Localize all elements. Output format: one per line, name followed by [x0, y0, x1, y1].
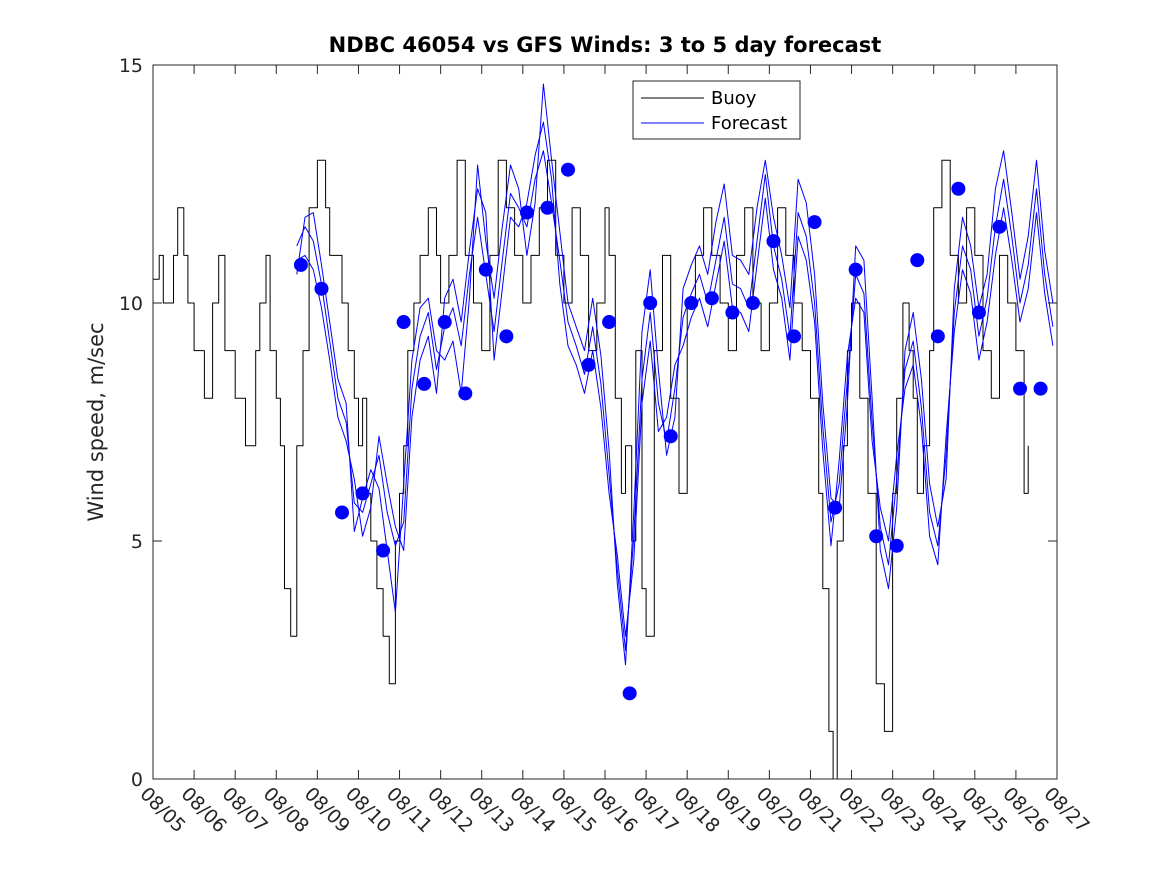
forecast-marker	[848, 262, 863, 277]
forecast-marker	[376, 543, 391, 558]
y-tick-label: 5	[131, 531, 143, 553]
marker-layer	[293, 162, 1048, 701]
forecast-marker	[622, 686, 637, 701]
chart-title: NDBC 46054 vs GFS Winds: 3 to 5 day fore…	[329, 33, 882, 57]
forecast-marker	[293, 257, 308, 272]
forecast-marker	[540, 200, 555, 215]
y-tick-label: 15	[119, 55, 143, 77]
forecast-marker	[971, 305, 986, 320]
legend-forecast-label: Forecast	[711, 113, 787, 134]
forecast-marker	[807, 215, 822, 230]
forecast-marker	[869, 529, 884, 544]
forecast-marker	[437, 315, 452, 330]
y-axis-label: Wind speed, m/sec	[84, 322, 108, 521]
forecast-marker	[930, 329, 945, 344]
plot-area	[153, 65, 1057, 779]
forecast-marker	[725, 305, 740, 320]
forecast-marker	[602, 315, 617, 330]
forecast-marker	[684, 296, 699, 310]
forecast-marker	[355, 486, 370, 501]
forecast-marker	[910, 253, 925, 268]
forecast-series-line-2	[296, 83, 1054, 666]
forecast-marker	[335, 505, 350, 520]
forecast-marker	[643, 296, 658, 310]
forecast-marker	[889, 538, 904, 553]
forecast-marker	[417, 376, 432, 391]
forecast-series-line-3	[296, 121, 1054, 637]
forecast-marker	[1013, 381, 1028, 396]
forecast-marker	[745, 296, 760, 310]
forecast-marker	[458, 386, 473, 401]
forecast-marker	[992, 219, 1007, 234]
forecast-marker	[519, 205, 534, 220]
forecast-marker	[766, 234, 781, 249]
plot-frame	[152, 64, 1058, 780]
legend-buoy-label: Buoy	[711, 88, 757, 109]
forecast-marker	[663, 429, 678, 444]
forecast-marker	[561, 162, 576, 177]
y-tick-label: 10	[119, 293, 143, 315]
forecast-marker	[1033, 381, 1048, 396]
forecast-marker	[314, 281, 329, 296]
forecast-marker	[581, 357, 596, 372]
forecast-marker	[499, 329, 514, 344]
series-layer	[153, 83, 1054, 780]
forecast-marker	[787, 329, 802, 344]
legend-box	[632, 80, 801, 140]
y-tick-label: 0	[131, 769, 143, 791]
forecast-series-line-1	[296, 150, 1054, 651]
forecast-marker	[828, 500, 843, 515]
buoy-series-line	[153, 159, 1029, 780]
forecast-marker	[704, 291, 719, 306]
forecast-marker	[478, 262, 493, 277]
forecast-marker	[951, 181, 966, 196]
legend: Buoy Forecast	[632, 80, 801, 140]
forecast-marker	[396, 315, 411, 330]
